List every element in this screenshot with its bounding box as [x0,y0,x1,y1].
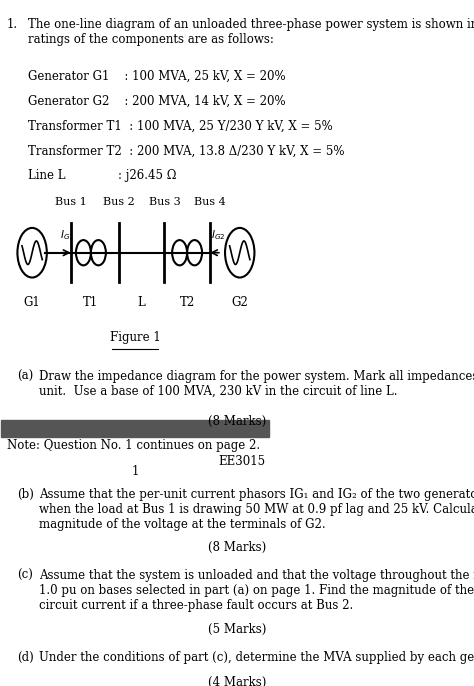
Text: Generator G2    : 200 MVA, 14 kV, X = 20%: Generator G2 : 200 MVA, 14 kV, X = 20% [28,95,286,108]
Text: $I_{G1}$: $I_{G1}$ [60,228,74,242]
Text: (b): (b) [18,488,34,501]
Text: Transformer T2  : 200 MVA, 13.8 Δ/230 Y kV, X = 5%: Transformer T2 : 200 MVA, 13.8 Δ/230 Y k… [28,144,345,157]
Text: Transformer T1  : 100 MVA, 25 Y/230 Y kV, X = 5%: Transformer T1 : 100 MVA, 25 Y/230 Y kV,… [28,119,333,132]
Text: Note: Question No. 1 continues on page 2.: Note: Question No. 1 continues on page 2… [7,439,260,452]
Text: EE3015: EE3015 [219,455,266,468]
Text: Bus 1: Bus 1 [55,197,87,207]
Text: The one-line diagram of an unloaded three-phase power system is shown in Figure : The one-line diagram of an unloaded thre… [28,18,474,46]
Text: G2: G2 [231,296,248,309]
Text: (4 Marks): (4 Marks) [208,676,266,686]
Text: (8 Marks): (8 Marks) [208,541,266,554]
Text: 1: 1 [131,465,139,478]
Text: Line L              : j26.45 Ω: Line L : j26.45 Ω [28,169,177,182]
Text: Assume that the per-unit current phasors IG₁ and IG₂ of the two generators are e: Assume that the per-unit current phasors… [39,488,474,531]
Text: T2: T2 [180,296,195,309]
Bar [1,421,269,438]
Text: Under the conditions of part (c), determine the MVA supplied by each generator.: Under the conditions of part (c), determ… [39,651,474,664]
Text: Generator G1    : 100 MVA, 25 kV, X = 20%: Generator G1 : 100 MVA, 25 kV, X = 20% [28,70,286,83]
Text: (5 Marks): (5 Marks) [208,623,266,636]
Text: 1.: 1. [7,18,18,31]
Text: Bus 2: Bus 2 [103,197,135,207]
Text: T1: T1 [83,296,99,309]
Text: $I_{G2}$: $I_{G2}$ [211,228,226,242]
Text: (a): (a) [18,370,34,383]
Text: Assume that the system is unloaded and that the voltage throughout the network i: Assume that the system is unloaded and t… [39,569,474,613]
Text: (c): (c) [18,569,33,582]
Text: G1: G1 [24,296,40,309]
Text: Bus 3: Bus 3 [148,197,180,207]
Text: (d): (d) [18,651,34,664]
Text: Bus 4: Bus 4 [194,197,226,207]
Text: Draw the impedance diagram for the power system. Mark all impedances in per
unit: Draw the impedance diagram for the power… [39,370,474,398]
Text: L: L [138,296,146,309]
Text: Figure 1: Figure 1 [109,331,160,344]
Text: (8 Marks): (8 Marks) [208,414,266,427]
